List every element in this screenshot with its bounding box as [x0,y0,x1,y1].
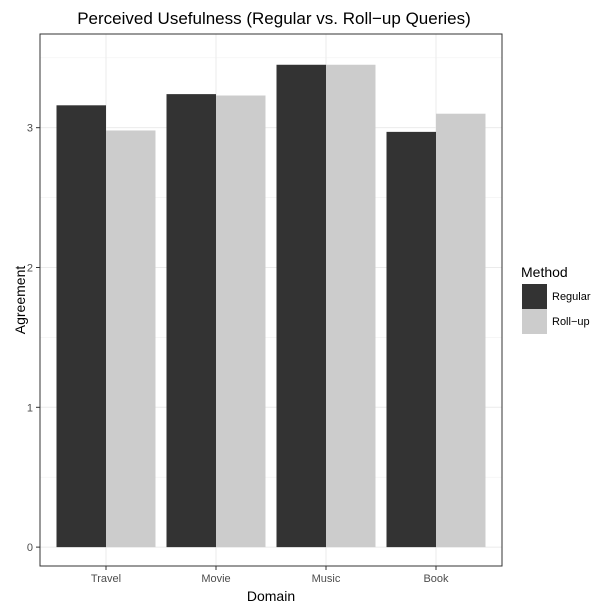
bar-rollup-movie [216,95,266,548]
y-tick-label: 1 [27,402,33,414]
x-tick-label: Music [312,573,341,585]
y-axis-title: Agreement [12,266,28,335]
bar-rollup-book [436,113,486,548]
x-tick-label: Movie [201,573,230,585]
legend-key [522,284,547,309]
plot-border [39,33,503,567]
chart-title: Perceived Usefulness (Regular vs. Roll−u… [77,9,471,28]
legend-title: Method [521,264,568,280]
legend-key [522,309,547,334]
y-ticks: 0 1 2 3 [27,123,40,554]
x-axis-title: Domain [247,588,295,604]
y-tick-label: 2 [27,262,33,274]
bar-rollup-travel [106,130,156,548]
x-ticks: Travel Movie Music Book [91,566,449,585]
bar-rollup-music [326,64,376,548]
y-tick-label: 0 [27,542,33,554]
x-tick-label: Travel [91,573,121,585]
bar-regular-music [276,64,326,548]
legend-label: Roll−up [552,316,590,328]
legend: Method Regular Roll−up [521,264,591,334]
bar-regular-movie [166,94,216,548]
bar-regular-travel [56,105,106,548]
bar-regular-book [386,131,436,548]
legend-label: Regular [552,291,591,303]
y-tick-label: 3 [27,123,33,135]
x-tick-label: Book [423,573,449,585]
bars [56,64,486,548]
